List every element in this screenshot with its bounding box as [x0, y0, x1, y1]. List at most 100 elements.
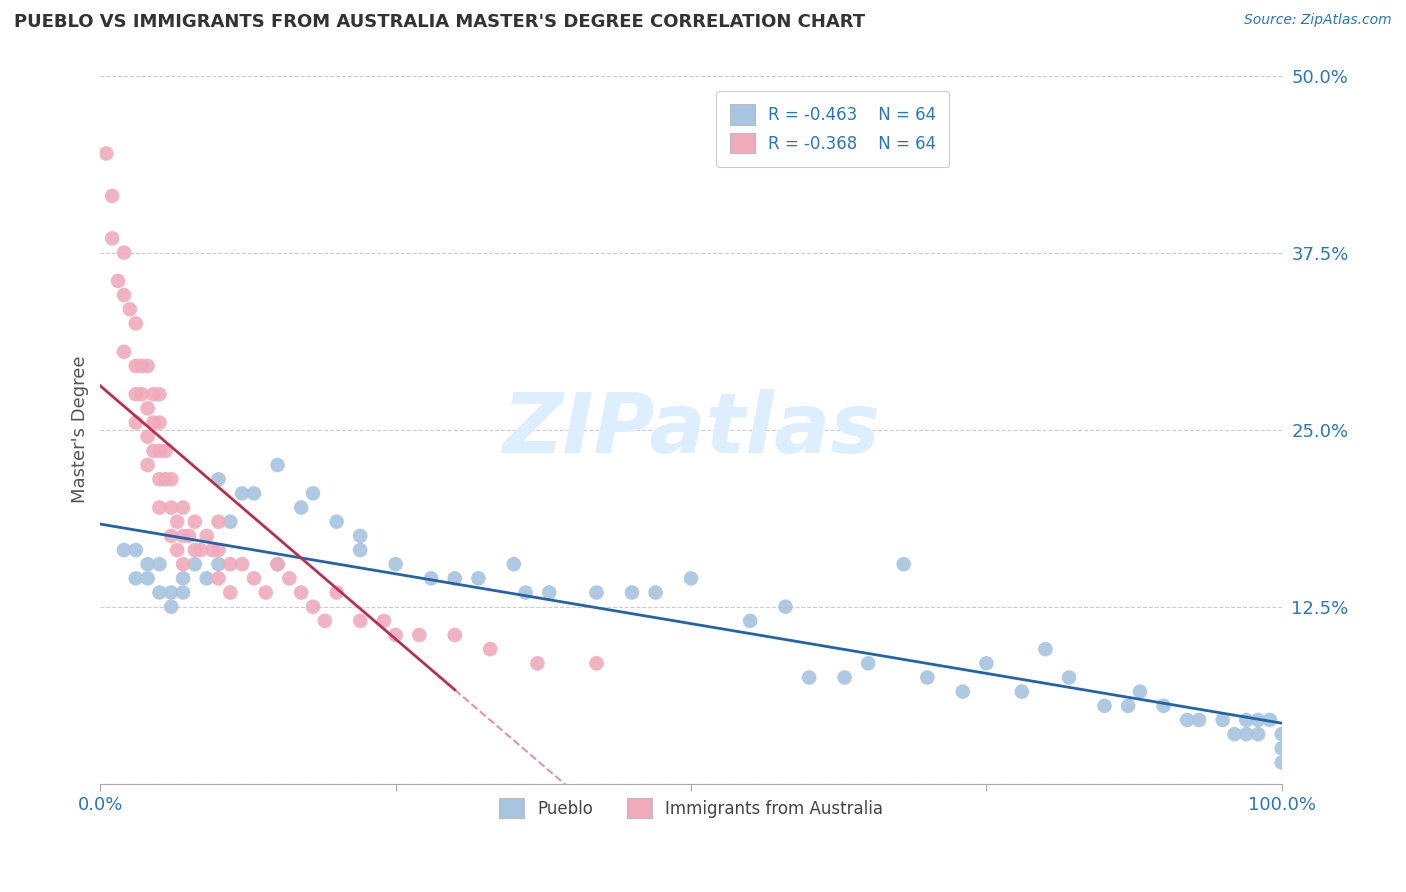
Point [893, 557, 915, 571]
Point [136, 571, 159, 585]
Point [384, 557, 406, 571]
Point [1175, 713, 1198, 727]
Point [112, 245, 135, 260]
Point [243, 486, 266, 500]
Point [858, 657, 880, 671]
Point [136, 359, 159, 373]
Text: Source: ZipAtlas.com: Source: ZipAtlas.com [1244, 13, 1392, 28]
Point [420, 571, 443, 585]
Point [408, 628, 430, 642]
Point [219, 585, 242, 599]
Point [112, 344, 135, 359]
Point [585, 585, 607, 599]
Point [107, 274, 129, 288]
Point [976, 657, 998, 671]
Point [207, 557, 229, 571]
Point [799, 671, 821, 685]
Text: ZIPatlas: ZIPatlas [502, 389, 880, 470]
Point [278, 571, 301, 585]
Point [101, 189, 124, 203]
Point [1094, 698, 1116, 713]
Point [479, 642, 502, 657]
Point [148, 387, 170, 401]
Point [1234, 713, 1257, 727]
Legend: Pueblo, Immigrants from Australia: Pueblo, Immigrants from Australia [492, 791, 890, 825]
Point [1223, 727, 1246, 741]
Point [1116, 698, 1139, 713]
Point [172, 529, 194, 543]
Point [349, 614, 371, 628]
Point [96, 146, 118, 161]
Point [160, 585, 183, 599]
Point [142, 443, 165, 458]
Point [644, 585, 666, 599]
Point [952, 684, 974, 698]
Point [112, 288, 135, 302]
Point [125, 359, 148, 373]
Point [219, 557, 242, 571]
Point [443, 571, 465, 585]
Point [148, 585, 170, 599]
Point [231, 486, 253, 500]
Y-axis label: Master's Degree: Master's Degree [72, 356, 89, 503]
Point [349, 529, 371, 543]
Point [148, 472, 170, 486]
Point [266, 458, 288, 472]
Point [1271, 727, 1294, 741]
Point [1271, 756, 1294, 770]
Point [679, 571, 702, 585]
Point [160, 500, 183, 515]
Point [349, 543, 371, 558]
Point [142, 387, 165, 401]
Point [131, 359, 153, 373]
Point [502, 557, 524, 571]
Point [231, 557, 253, 571]
Text: PUEBLO VS IMMIGRANTS FROM AUSTRALIA MASTER'S DEGREE CORRELATION CHART: PUEBLO VS IMMIGRANTS FROM AUSTRALIA MAST… [14, 13, 865, 31]
Point [160, 599, 183, 614]
Point [1188, 713, 1211, 727]
Point [1247, 713, 1270, 727]
Point [620, 585, 643, 599]
Point [160, 472, 183, 486]
Point [112, 543, 135, 558]
Point [125, 387, 148, 401]
Point [184, 515, 207, 529]
Point [917, 671, 939, 685]
Point [740, 614, 762, 628]
Point [207, 571, 229, 585]
Point [101, 231, 124, 245]
Point [1271, 741, 1294, 756]
Point [172, 585, 194, 599]
Point [148, 416, 170, 430]
Point [302, 599, 325, 614]
Point [148, 500, 170, 515]
Point [290, 500, 312, 515]
Point [775, 599, 797, 614]
Point [1129, 684, 1152, 698]
Point [148, 557, 170, 571]
Point [190, 543, 212, 558]
Point [443, 628, 465, 642]
Point [266, 557, 288, 571]
Point [467, 571, 489, 585]
Point [585, 657, 607, 671]
Point [184, 557, 207, 571]
Point [195, 529, 218, 543]
Point [125, 571, 148, 585]
Point [148, 443, 170, 458]
Point [243, 571, 266, 585]
Point [384, 628, 406, 642]
Point [142, 416, 165, 430]
Point [155, 472, 177, 486]
Point [136, 430, 159, 444]
Point [373, 614, 395, 628]
Point [1153, 698, 1175, 713]
Point [136, 458, 159, 472]
Point [1247, 727, 1270, 741]
Point [207, 543, 229, 558]
Point [201, 543, 224, 558]
Point [526, 657, 548, 671]
Point [172, 500, 194, 515]
Point [166, 515, 188, 529]
Point [254, 585, 277, 599]
